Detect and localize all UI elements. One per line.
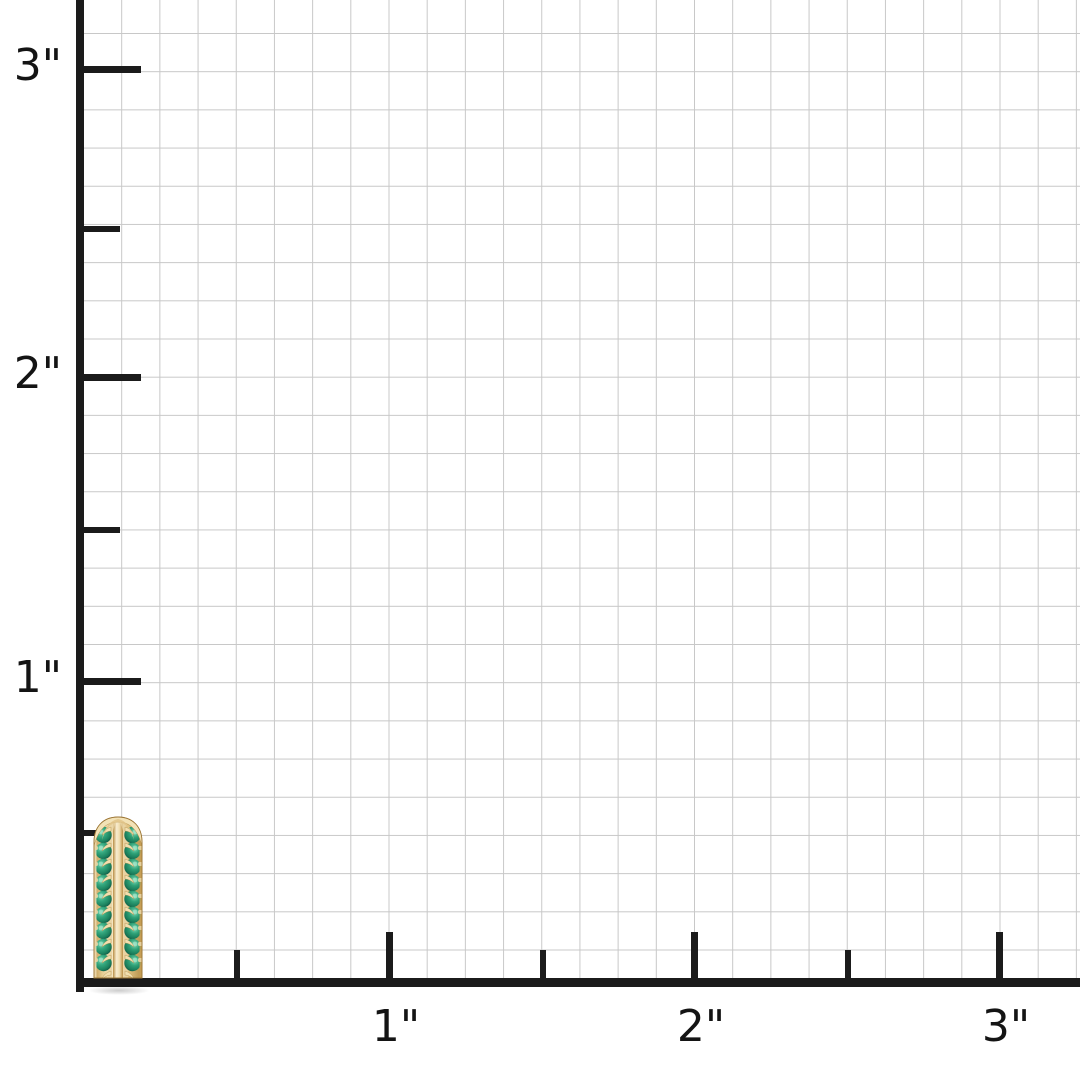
- x-axis-line: [76, 978, 1080, 987]
- y-tick-major: [84, 374, 141, 381]
- y-tick-label-2in: 2": [13, 348, 62, 399]
- y-tick-label-3in: 3": [13, 40, 62, 91]
- y-tick-minor: [84, 527, 120, 533]
- x-tick-minor: [234, 950, 240, 980]
- product-image-emerald-gold-band: [88, 816, 148, 982]
- y-tick-label-1in: 1": [13, 652, 62, 703]
- x-tick-label-2in: 2": [676, 1001, 726, 1052]
- y-axis-line: [76, 0, 84, 992]
- measurement-grid: [83, 0, 1080, 985]
- product-shadow: [88, 986, 150, 995]
- x-tick-label-3in: 3": [981, 1001, 1031, 1052]
- x-tick-minor: [540, 950, 546, 980]
- x-tick-major: [386, 932, 393, 980]
- y-tick-minor: [84, 226, 120, 232]
- x-tick-major: [996, 932, 1003, 980]
- x-tick-major: [691, 932, 698, 980]
- y-tick-major: [84, 66, 141, 73]
- x-tick-minor: [845, 950, 851, 980]
- y-tick-major: [84, 678, 141, 685]
- x-tick-label-1in: 1": [371, 1001, 421, 1052]
